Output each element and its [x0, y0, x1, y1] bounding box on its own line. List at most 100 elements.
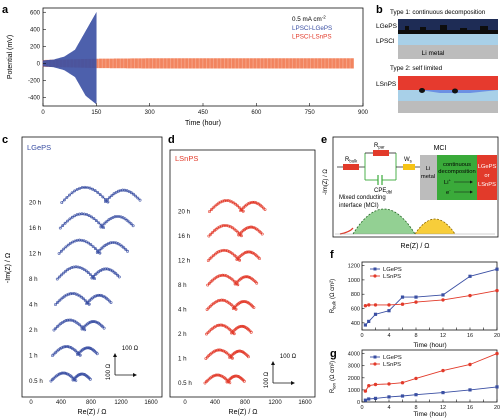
marker-circle: [414, 376, 418, 381]
xtick-label: 1600: [144, 400, 158, 406]
data-marker: [52, 352, 56, 356]
xtick-label: 20: [494, 333, 500, 339]
data-marker: [214, 227, 218, 231]
xtick-label: 1200: [114, 400, 128, 406]
data-marker: [116, 273, 120, 277]
data-marker: [124, 247, 128, 251]
data-marker: [221, 324, 225, 327]
panel-c-scale-y: 100 Ω: [106, 363, 112, 380]
data-marker: [78, 323, 82, 327]
data-marker: [60, 201, 64, 204]
time-label: 4 h: [178, 307, 187, 314]
data-marker: [66, 219, 69, 223]
metal-text: metal: [421, 174, 435, 180]
data-marker: [64, 371, 68, 375]
data-marker: [254, 201, 258, 205]
data-marker: [80, 186, 84, 190]
data-marker: [211, 206, 215, 210]
data-marker: [223, 299, 227, 303]
legend-label-lsnps: LSnPS: [383, 274, 401, 280]
marker-square: [363, 323, 367, 327]
e-minus-text: e-: [446, 188, 451, 197]
data-marker: [228, 327, 232, 331]
time-label: 20 h: [29, 200, 42, 207]
data-marker: [138, 198, 142, 202]
marker-circle: [363, 304, 368, 308]
data-marker: [241, 324, 245, 328]
data-marker: [94, 219, 98, 223]
data-marker: [207, 354, 211, 358]
data-marker: [95, 352, 99, 356]
ytick-label: -200: [28, 78, 41, 84]
data-marker: [88, 377, 92, 381]
data-marker: [246, 355, 250, 359]
data-marker: [252, 306, 256, 310]
data-marker: [221, 298, 225, 302]
xtick-label: 1200: [268, 400, 282, 406]
data-marker: [85, 302, 88, 305]
data-marker: [251, 200, 255, 204]
marker-square: [414, 393, 418, 397]
xtick-label: 150: [91, 110, 102, 116]
data-marker: [62, 247, 66, 251]
data-marker: [94, 320, 98, 324]
data-marker: [68, 193, 71, 197]
lgeps-or-1: LGePS: [478, 164, 497, 170]
fit-line: [61, 186, 141, 203]
xtick-label: 450: [198, 110, 209, 116]
data-marker: [96, 249, 100, 253]
data-marker: [97, 221, 101, 225]
lgeps-or-2: or: [484, 173, 489, 179]
data-marker: [64, 319, 68, 323]
data-marker: [220, 323, 224, 327]
data-marker: [85, 186, 89, 189]
marker-circle: [495, 351, 499, 356]
marker-square: [468, 388, 472, 392]
xtick-label: 12: [440, 405, 446, 411]
data-marker: [65, 195, 69, 199]
data-marker: [236, 230, 240, 234]
marker-circle: [367, 303, 371, 307]
warburg-element: [403, 164, 415, 170]
data-marker: [73, 189, 77, 193]
data-marker: [95, 320, 99, 324]
data-marker: [234, 229, 238, 232]
marker-square: [367, 397, 371, 401]
data-marker: [66, 345, 70, 349]
data-marker: [64, 245, 68, 249]
data-marker: [114, 272, 118, 276]
data-marker: [132, 192, 135, 196]
data-marker: [232, 227, 236, 231]
time-label: 16 h: [178, 233, 191, 240]
data-marker: [62, 198, 66, 202]
marker-circle: [373, 303, 378, 307]
legend-marker: [373, 274, 377, 278]
time-label: 1 h: [29, 353, 38, 360]
data-marker: [249, 330, 253, 334]
data-marker: [244, 275, 248, 279]
data-marker: [205, 308, 209, 311]
data-marker: [234, 202, 238, 206]
data-marker: [122, 246, 126, 250]
time-label: 16 h: [29, 225, 42, 232]
data-marker: [244, 227, 248, 231]
panel-d-scale-y: 100 Ω: [264, 371, 270, 388]
data-marker: [112, 241, 116, 244]
data-marker: [93, 273, 97, 277]
legend-current: 0.5 mA cm-2: [292, 15, 326, 24]
xtick-label: 4: [387, 405, 390, 411]
mci-long-label-1: Mixed conducting: [339, 195, 386, 201]
data-marker: [217, 373, 221, 377]
data-marker: [222, 349, 226, 353]
data-marker: [94, 294, 98, 298]
data-marker: [240, 276, 244, 280]
data-marker: [220, 298, 224, 302]
data-marker: [78, 294, 82, 298]
data-marker: [210, 375, 214, 379]
ytick-label: -400: [28, 95, 41, 101]
ytick-label: 600: [30, 10, 41, 16]
panel-g-ylabel: Rion(Ω cm²): [330, 361, 337, 393]
marker-circle: [468, 293, 472, 298]
data-marker: [212, 253, 215, 257]
